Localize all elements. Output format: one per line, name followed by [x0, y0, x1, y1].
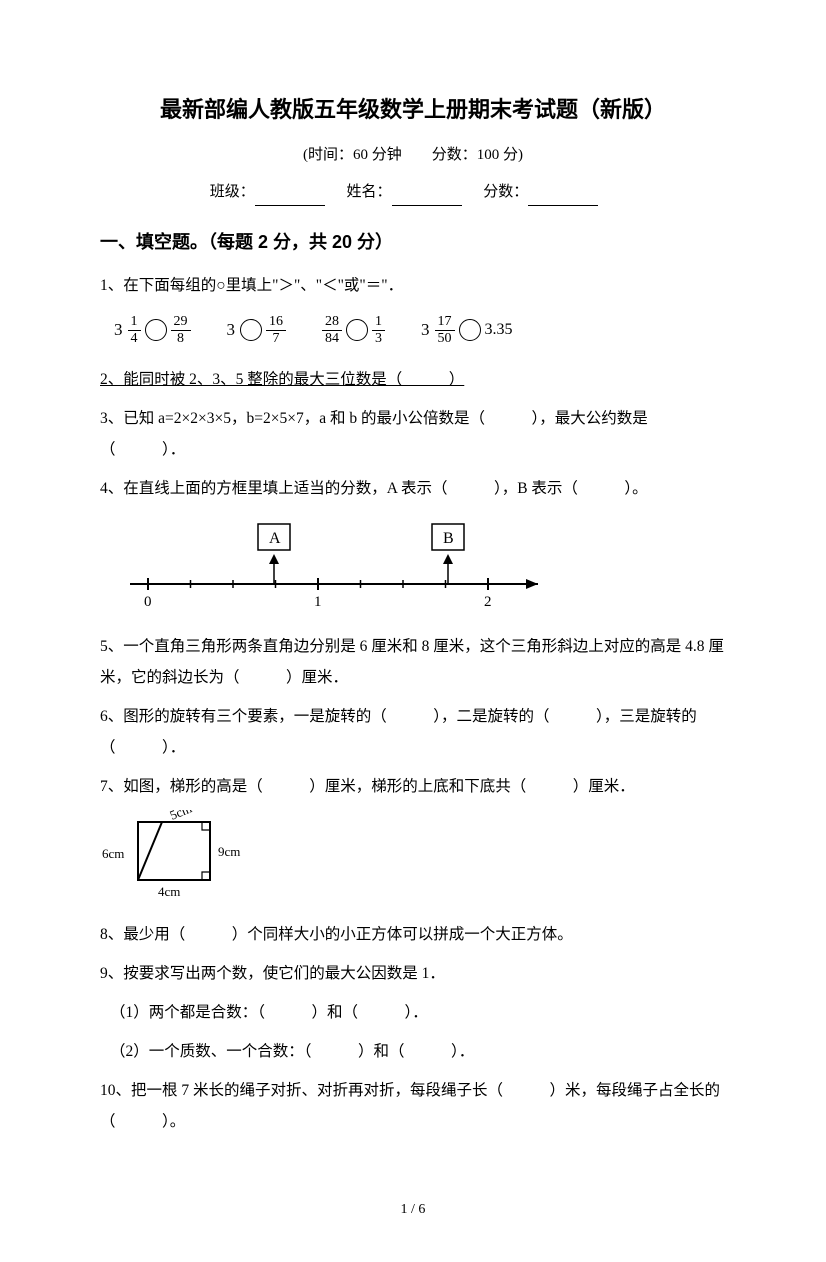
question-7: 7、如图，梯形的高是（ ）厘米，梯形的上底和下底共（ ）厘米．: [100, 771, 726, 802]
frac-den: 50: [435, 331, 455, 346]
compare-circle[interactable]: [145, 319, 167, 341]
svg-text:4cm: 4cm: [158, 884, 180, 899]
q1-item-1: 3 14 298: [114, 315, 191, 346]
compare-circle[interactable]: [240, 319, 262, 341]
score-label: 分数：: [483, 184, 528, 200]
question-5: 5、一个直角三角形两条直角边分别是 6 厘米和 8 厘米，这个三角形斜边上对应的…: [100, 631, 726, 693]
svg-text:5cm: 5cm: [168, 810, 194, 823]
q1-comparison-row: 3 14 298 3 167 2884 13 3 1750 3.35: [114, 315, 726, 346]
class-blank[interactable]: [255, 188, 325, 206]
compare-circle[interactable]: [346, 319, 368, 341]
question-2: 2、能同时被 2、3、5 整除的最大三位数是（ ）: [100, 364, 726, 395]
question-1: 1、在下面每组的○里填上"＞"、"＜"或"＝"．: [100, 270, 726, 301]
q1-item-3: 2884 13: [322, 315, 385, 346]
q1-4-left-whole: 3: [421, 315, 430, 346]
page-subtitle: (时间：60 分钟 分数：100 分): [100, 142, 726, 169]
svg-text:B: B: [443, 530, 454, 547]
name-blank[interactable]: [392, 188, 462, 206]
svg-text:A: A: [269, 530, 281, 547]
page-title: 最新部编人教版五年级数学上册期末考试题（新版）: [100, 90, 726, 130]
frac-num: 28: [322, 315, 342, 331]
frac-num: 16: [266, 315, 286, 331]
svg-text:1: 1: [314, 594, 322, 610]
info-line: 班级： 姓名： 分数：: [100, 179, 726, 206]
q1-1-left-whole: 3: [114, 315, 123, 346]
compare-circle[interactable]: [459, 319, 481, 341]
frac-num: 1: [372, 315, 385, 331]
svg-text:9cm: 9cm: [218, 844, 240, 859]
q1-item-2: 3 167: [227, 315, 287, 346]
frac-den: 3: [372, 331, 385, 346]
question-9a: （1）两个都是合数：（ ）和（ ）．: [100, 997, 726, 1028]
frac-num: 1: [128, 315, 141, 331]
frac-den: 7: [270, 331, 283, 346]
question-3: 3、已知 a=2×2×3×5，b=2×5×7，a 和 b 的最小公倍数是（ ），…: [100, 403, 726, 465]
question-9b: （2）一个质数、一个合数：（ ）和（ ）．: [100, 1036, 726, 1067]
q1-4-right-plain: 3.35: [485, 316, 513, 345]
section-1-heading: 一、填空题。（每题 2 分，共 20 分）: [100, 226, 726, 258]
name-label: 姓名：: [346, 184, 391, 200]
frac-den: 8: [174, 331, 187, 346]
frac-den: 84: [322, 331, 342, 346]
question-8: 8、最少用（ ）个同样大小的小正方体可以拼成一个大正方体。: [100, 919, 726, 950]
question-9: 9、按要求写出两个数，使它们的最大公因数是 1．: [100, 958, 726, 989]
svg-text:6cm: 6cm: [102, 846, 124, 861]
question-10: 10、把一根 7 米长的绳子对折、对折再对折，每段绳子长（ ）米，每段绳子占全长…: [100, 1075, 726, 1137]
page-number: 1 / 6: [100, 1197, 726, 1222]
q1-2-left-whole: 3: [227, 315, 236, 346]
trapezoid-figure: 5cm 6cm 9cm 4cm: [100, 810, 726, 911]
frac-num: 17: [435, 315, 455, 331]
question-6: 6、图形的旋转有三个要素，一是旋转的（ ），二是旋转的（ ），三是旋转的（ ）．: [100, 701, 726, 763]
score-blank[interactable]: [528, 188, 598, 206]
svg-text:2: 2: [484, 594, 492, 610]
number-line-figure: 0 1 2 A B: [118, 512, 726, 623]
q1-item-4: 3 1750 3.35: [421, 315, 513, 346]
frac-num: 29: [171, 315, 191, 331]
svg-text:0: 0: [144, 594, 152, 610]
class-label: 班级：: [210, 184, 255, 200]
question-4: 4、在直线上面的方框里填上适当的分数，A 表示（ ），B 表示（ ）。: [100, 473, 726, 504]
frac-den: 4: [128, 331, 141, 346]
